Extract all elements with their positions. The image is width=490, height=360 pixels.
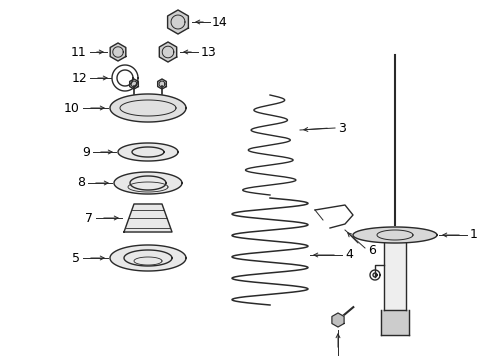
Polygon shape	[384, 243, 406, 310]
Polygon shape	[332, 313, 344, 327]
Text: 5: 5	[72, 252, 80, 265]
Text: 1: 1	[470, 229, 478, 242]
Polygon shape	[159, 42, 177, 62]
Polygon shape	[158, 79, 166, 89]
Text: 3: 3	[338, 122, 346, 135]
Text: 14: 14	[212, 15, 228, 28]
Text: 7: 7	[85, 211, 93, 225]
Polygon shape	[353, 227, 437, 243]
Polygon shape	[168, 10, 188, 34]
Polygon shape	[130, 79, 138, 89]
Polygon shape	[114, 172, 182, 194]
Text: 12: 12	[71, 72, 87, 85]
Polygon shape	[118, 143, 178, 161]
Text: 11: 11	[70, 45, 86, 58]
Text: 9: 9	[82, 145, 90, 158]
Text: 4: 4	[345, 248, 353, 261]
Polygon shape	[110, 43, 126, 61]
Text: 8: 8	[77, 176, 85, 189]
Text: 10: 10	[64, 102, 80, 114]
Polygon shape	[124, 204, 172, 232]
Polygon shape	[110, 94, 186, 122]
Polygon shape	[381, 310, 409, 335]
Text: 13: 13	[201, 45, 217, 58]
Polygon shape	[110, 245, 186, 271]
Text: 6: 6	[368, 243, 376, 256]
